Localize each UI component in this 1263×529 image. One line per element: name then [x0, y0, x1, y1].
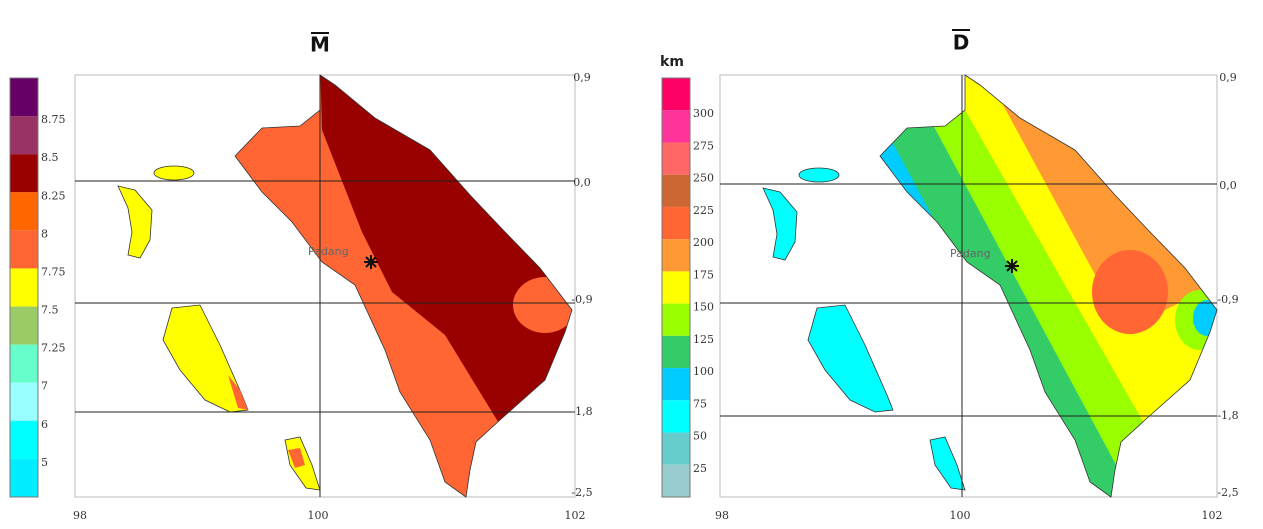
legend-label: 75 — [693, 397, 707, 410]
y-tick-label: 0,0 — [573, 176, 591, 189]
map-left — [74, 32, 576, 498]
legend-frame — [9, 77, 39, 498]
legend-swatch — [10, 230, 38, 269]
legend-swatch — [662, 239, 690, 272]
legend-label: 7 — [41, 380, 48, 393]
legend-swatch — [10, 420, 38, 459]
x-tick-label: 100 — [950, 509, 971, 522]
x-tick-label: 98 — [715, 509, 729, 522]
legend-swatch — [10, 458, 38, 497]
legend-swatch — [662, 303, 690, 336]
legend-label: 8 — [41, 227, 48, 240]
legend-swatch — [10, 116, 38, 155]
legend-swatch — [662, 271, 690, 304]
x-tick-label: 98 — [73, 509, 87, 522]
y-tick-label: -1,8 — [571, 405, 592, 418]
legend-swatch — [662, 432, 690, 465]
legend-label: 175 — [693, 268, 714, 281]
legend-frame — [661, 77, 691, 498]
legend-swatch — [662, 368, 690, 401]
legend-label: 5 — [41, 456, 48, 469]
panel-title: M — [310, 33, 330, 57]
legend-label: 300 — [693, 107, 714, 120]
legend-label: 25 — [693, 462, 707, 475]
legend-label: 7.75 — [41, 265, 66, 278]
x-tick-label: 100 — [308, 509, 329, 522]
legend-label: 7.5 — [41, 304, 59, 317]
x-tick-label: 102 — [565, 509, 586, 522]
y-tick-label: 0,0 — [1219, 179, 1237, 192]
legend-label: 8.25 — [41, 189, 66, 202]
legend-label: 150 — [693, 301, 714, 314]
legend-swatch — [662, 110, 690, 143]
legend-swatch — [662, 335, 690, 369]
legend-swatch — [10, 306, 38, 345]
city-label: Padang — [308, 245, 349, 258]
legend-swatch — [10, 192, 38, 231]
legend-unit: km — [660, 54, 684, 70]
legend-swatch — [10, 78, 38, 117]
legend-label: 250 — [693, 172, 714, 185]
y-tick-label: 0,9 — [1219, 71, 1237, 84]
legend-label: 225 — [693, 204, 714, 217]
legend-label: 200 — [693, 236, 714, 249]
y-tick-label: -0,9 — [1217, 293, 1238, 306]
legend-swatch — [662, 400, 690, 433]
legend-label: 125 — [693, 333, 714, 346]
y-tick-label: 0,9 — [573, 71, 591, 84]
panel-title: D — [953, 31, 970, 55]
city-label: Padang — [950, 247, 991, 260]
legend-label: 7.25 — [41, 342, 66, 355]
legend-swatch — [662, 206, 690, 240]
map-right — [719, 29, 1218, 498]
legend-swatch — [662, 464, 690, 497]
y-tick-label: -0,9 — [571, 293, 592, 306]
y-tick-label: -2,5 — [571, 486, 592, 499]
legend-swatch — [10, 268, 38, 307]
legend-label: 275 — [693, 139, 714, 152]
legend-swatch — [662, 142, 690, 175]
legend-label: 100 — [693, 365, 714, 378]
legend-swatch — [662, 174, 690, 207]
legend-swatch — [10, 154, 38, 193]
x-tick-label: 102 — [1202, 509, 1223, 522]
legend-label: 8.5 — [41, 151, 59, 164]
legend-swatch — [10, 382, 38, 421]
y-tick-label: -1,8 — [1217, 409, 1238, 422]
legend-swatch — [10, 344, 38, 383]
y-tick-label: -2,5 — [1217, 486, 1238, 499]
legend-label: 6 — [41, 418, 48, 431]
legend-swatch — [662, 78, 690, 111]
legend-label: 50 — [693, 430, 707, 443]
legend-label: 8.75 — [41, 113, 66, 126]
